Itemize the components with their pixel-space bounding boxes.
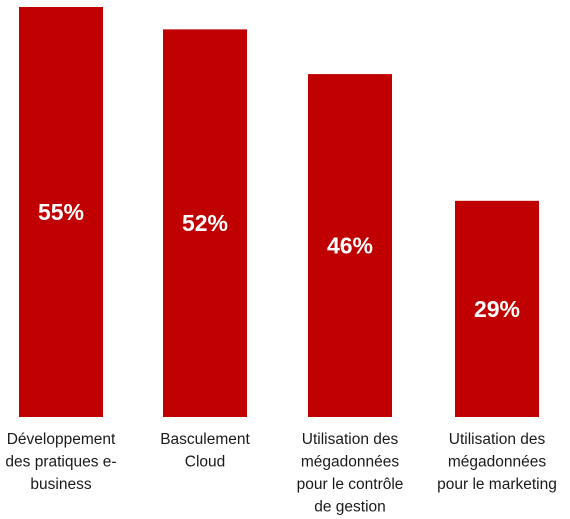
bar-value-label-4: 29% bbox=[474, 296, 520, 322]
value-labels-group: 55% 52% 46% 29% bbox=[38, 199, 520, 322]
category-label-line: pour le contrôle bbox=[297, 476, 404, 493]
bar-value-label-3: 46% bbox=[327, 233, 373, 259]
bar-1 bbox=[19, 7, 103, 417]
category-label-4: Utilisation des mégadonnées pour le market… bbox=[437, 431, 557, 493]
category-label-line: Basculement bbox=[160, 431, 250, 448]
category-label-line: Cloud bbox=[185, 454, 226, 471]
category-labels-group: Développement des pratiques e-business Bas… bbox=[5, 431, 556, 516]
bar-value-label-1: 55% bbox=[38, 199, 84, 225]
category-label-line: Utilisation des bbox=[302, 431, 399, 448]
category-label-3: Utilisation des mégadonnées pour le contrô… bbox=[297, 431, 404, 516]
category-label-line: business bbox=[30, 476, 91, 493]
category-label-2: Basculement Cloud bbox=[160, 431, 250, 471]
category-label-1: Développement des pratiques e-business bbox=[5, 431, 116, 493]
category-label-line: de gestion bbox=[314, 499, 386, 516]
bar-value-label-2: 52% bbox=[182, 210, 228, 236]
category-label-line: mégadonnées bbox=[301, 454, 399, 471]
bars-group bbox=[19, 7, 539, 417]
category-label-line: Développement bbox=[7, 431, 116, 448]
category-label-line: pour le marketing bbox=[437, 476, 557, 493]
bar-3 bbox=[308, 74, 392, 417]
bar-2 bbox=[163, 29, 247, 417]
category-label-line: des pratiques e- bbox=[5, 454, 116, 471]
category-label-line: Utilisation des bbox=[449, 431, 546, 448]
bar-4 bbox=[455, 200, 539, 417]
category-label-line: mégadonnées bbox=[448, 454, 546, 471]
